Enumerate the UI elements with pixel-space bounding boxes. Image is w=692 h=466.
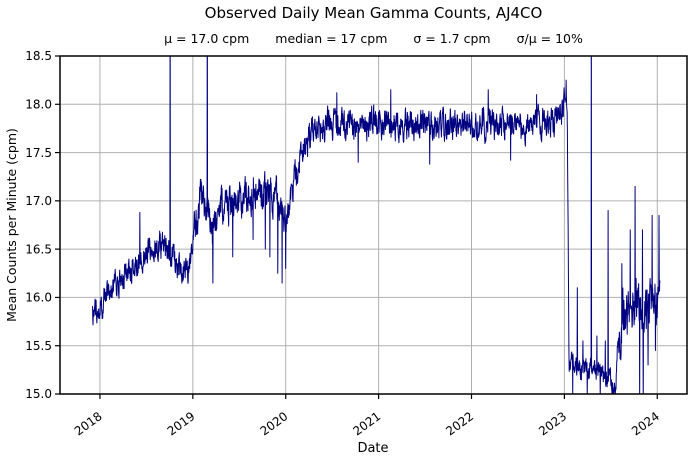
stat-sigma-over-mu: σ/μ = 10% [516, 31, 583, 46]
x-tick-label: 2021 [350, 409, 383, 438]
y-tick-label: 18.5 [25, 49, 52, 63]
x-tick-label: 2018 [72, 409, 105, 438]
stat-median: median = 17 cpm [275, 31, 388, 46]
x-tick-label: 2020 [258, 409, 291, 438]
stat-mu: μ = 17.0 cpm [164, 31, 250, 46]
x-axis-label: Date [357, 441, 388, 456]
y-tick-label: 16.0 [25, 291, 52, 305]
data-layer [92, 56, 661, 394]
y-tick-label: 17.0 [25, 194, 52, 208]
chart-title: Observed Daily Mean Gamma Counts, AJ4CO [204, 4, 543, 22]
data-line [92, 56, 661, 394]
chart-subtitle: μ = 17.0 cpm median = 17 cpm σ = 1.7 cpm σ/… [60, 31, 687, 46]
y-tick-label: 15.5 [25, 339, 52, 353]
stat-sigma: σ = 1.7 cpm [413, 31, 491, 46]
y-tick-label: 16.5 [25, 242, 52, 256]
x-tick-label: 2022 [443, 409, 476, 438]
y-tick-label: 18.0 [25, 97, 52, 111]
y-axis-label: Mean Counts per Minute (cpm) [4, 128, 19, 322]
x-tick-label: 2019 [165, 409, 198, 438]
axes-layer: 15.0 15.5 16.0 16.5 17.0 17.5 18.0 18.5 2018 2019… [25, 49, 688, 438]
x-tick-label: 2023 [536, 409, 569, 438]
plot-border [59, 55, 688, 395]
x-tick-label: 2024 [629, 409, 662, 438]
y-tick-label: 17.5 [25, 146, 52, 160]
y-tick-label: 15.0 [25, 387, 52, 401]
